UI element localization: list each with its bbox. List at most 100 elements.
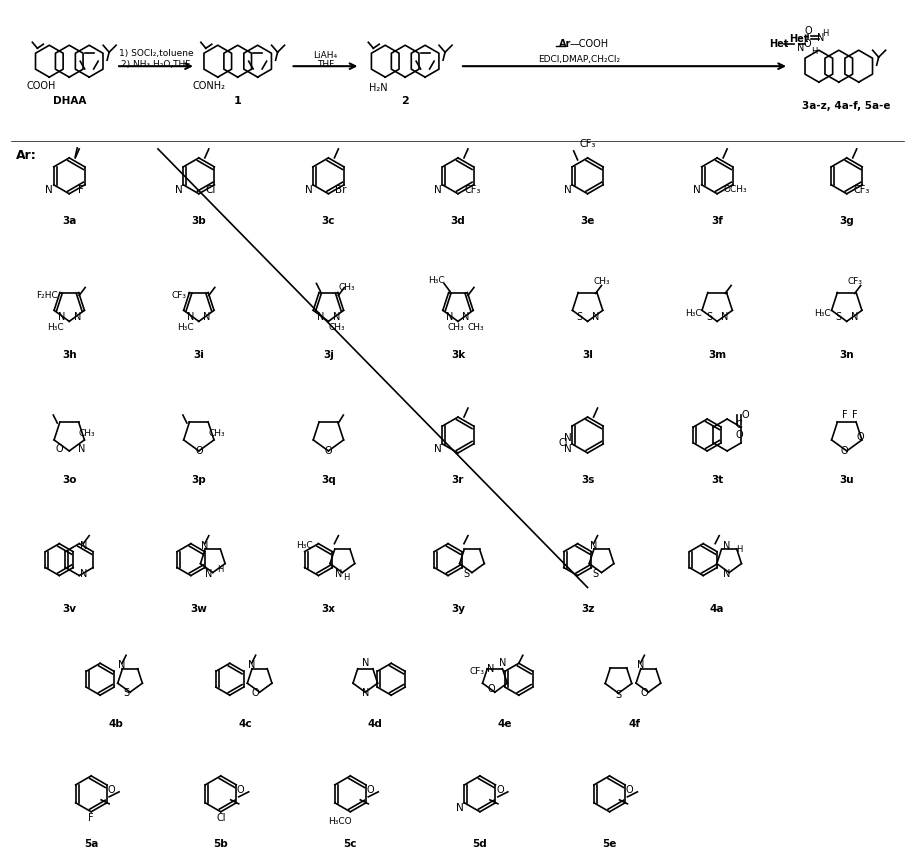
- Text: 5d: 5d: [472, 838, 488, 849]
- Text: N: N: [205, 569, 212, 578]
- Text: 5b: 5b: [213, 838, 228, 849]
- Text: 3y: 3y: [451, 604, 465, 615]
- Text: N: N: [447, 312, 454, 323]
- Text: O: O: [56, 444, 63, 454]
- Text: OCH₃: OCH₃: [723, 186, 747, 194]
- Text: N: N: [361, 658, 369, 668]
- Text: 3l: 3l: [582, 350, 593, 361]
- Text: CH₃: CH₃: [209, 428, 225, 438]
- Text: Ar:: Ar:: [16, 149, 37, 162]
- Text: N: N: [456, 803, 464, 812]
- Text: N: N: [73, 312, 81, 323]
- Text: N: N: [46, 185, 53, 195]
- Text: H₃CO: H₃CO: [328, 818, 352, 826]
- Text: THF: THF: [317, 60, 334, 68]
- Text: O: O: [856, 432, 865, 442]
- Text: C: C: [736, 420, 742, 430]
- Text: N: N: [637, 661, 644, 670]
- Text: N: N: [201, 541, 209, 551]
- Text: F: F: [852, 410, 857, 420]
- Text: 3t: 3t: [711, 475, 723, 485]
- Text: N: N: [80, 541, 87, 551]
- Text: H₃C: H₃C: [48, 323, 64, 332]
- Text: N: N: [487, 664, 495, 675]
- Text: 3p: 3p: [191, 475, 206, 485]
- Text: 3a: 3a: [62, 216, 77, 225]
- Text: 3v: 3v: [62, 604, 76, 615]
- Text: 3a-z, 4a-f, 5a-e: 3a-z, 4a-f, 5a-e: [802, 101, 891, 111]
- Text: O: O: [803, 39, 811, 49]
- Text: H₃C: H₃C: [177, 323, 194, 332]
- Text: N: N: [333, 312, 340, 323]
- Text: N: N: [694, 185, 701, 195]
- Text: O: O: [107, 785, 115, 795]
- Text: —COOH: —COOH: [570, 39, 609, 49]
- Text: 3h: 3h: [62, 350, 77, 361]
- Text: O: O: [804, 26, 812, 36]
- Text: N: N: [188, 312, 195, 323]
- Text: CF₃: CF₃: [171, 291, 187, 300]
- Text: LiAH₄: LiAH₄: [313, 50, 338, 60]
- Text: DHAA: DHAA: [52, 96, 86, 106]
- Text: CF₃: CF₃: [854, 185, 870, 195]
- Text: N: N: [500, 658, 507, 668]
- Text: CH₃: CH₃: [328, 323, 345, 332]
- Text: N: N: [305, 185, 312, 195]
- Text: N: N: [317, 312, 324, 323]
- Text: EDCI,DMAP,CH₂Cl₂: EDCI,DMAP,CH₂Cl₂: [539, 55, 620, 63]
- Text: 3z: 3z: [581, 604, 594, 615]
- Text: 2: 2: [402, 96, 409, 106]
- Text: N: N: [724, 569, 731, 578]
- Text: 4e: 4e: [498, 719, 512, 729]
- Text: O: O: [252, 688, 260, 698]
- Text: CH₃: CH₃: [468, 323, 484, 332]
- Text: 1) SOCl₂,toluene: 1) SOCl₂,toluene: [119, 49, 193, 58]
- Text: F₂HC: F₂HC: [37, 291, 59, 300]
- Text: N: N: [724, 541, 731, 551]
- Text: H₂N: H₂N: [369, 83, 388, 93]
- Text: 5c: 5c: [344, 838, 357, 849]
- Text: 3b: 3b: [191, 216, 206, 225]
- Text: O: O: [841, 446, 848, 456]
- Text: H₃C: H₃C: [296, 541, 313, 551]
- Text: 3n: 3n: [839, 350, 854, 361]
- Text: 3w: 3w: [190, 604, 208, 615]
- Text: N: N: [592, 312, 599, 323]
- Text: O: O: [626, 785, 633, 795]
- Text: N: N: [203, 312, 210, 323]
- Text: N: N: [361, 688, 369, 698]
- Text: 3s: 3s: [581, 475, 594, 485]
- Text: H: H: [811, 47, 817, 55]
- Text: S: S: [835, 312, 842, 323]
- Text: F: F: [842, 410, 847, 420]
- Text: N: N: [80, 569, 87, 578]
- Text: H: H: [343, 573, 350, 582]
- Text: N: N: [58, 312, 65, 323]
- Text: N: N: [721, 312, 729, 323]
- Text: Het: Het: [770, 39, 789, 49]
- Text: N: N: [564, 444, 572, 454]
- Text: O: O: [367, 785, 374, 795]
- Text: S: S: [123, 688, 129, 698]
- Text: H: H: [736, 545, 742, 554]
- Text: O: O: [496, 785, 503, 795]
- Text: N: N: [797, 43, 804, 53]
- Text: N: N: [590, 541, 597, 551]
- Text: O: O: [640, 688, 648, 698]
- Text: 5a: 5a: [84, 838, 99, 849]
- Text: 3o: 3o: [62, 475, 77, 485]
- Text: 3k: 3k: [451, 350, 465, 361]
- Text: 3i: 3i: [193, 350, 204, 361]
- Text: 3r: 3r: [452, 475, 464, 485]
- Text: N: N: [462, 312, 469, 323]
- Text: Het: Het: [790, 35, 809, 44]
- Text: H₃C: H₃C: [427, 276, 445, 285]
- Text: 5e: 5e: [602, 838, 617, 849]
- Text: 4f: 4f: [629, 719, 640, 729]
- Text: N: N: [564, 185, 572, 195]
- Text: 2) NH₃.H₂O,THF: 2) NH₃.H₂O,THF: [122, 60, 190, 68]
- Text: CONH₂: CONH₂: [192, 81, 225, 91]
- Text: N: N: [335, 569, 342, 578]
- Text: F: F: [89, 812, 94, 823]
- Text: N: N: [564, 433, 572, 443]
